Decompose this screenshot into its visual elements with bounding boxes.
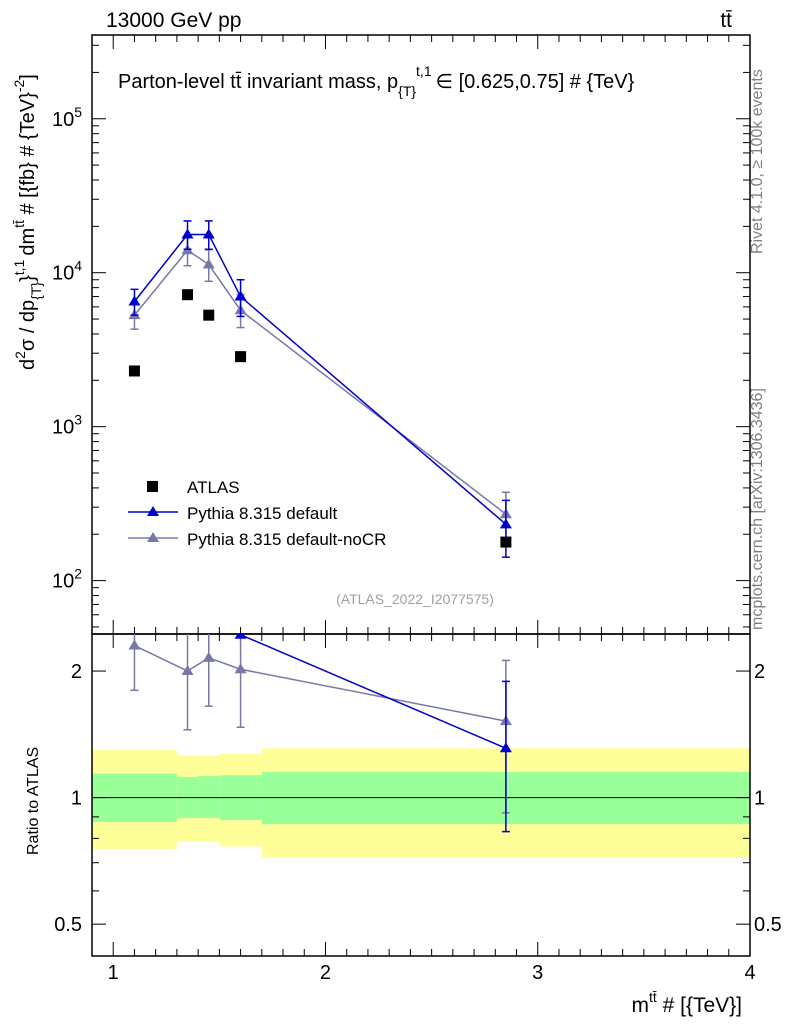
main-panel: 102 103 104 105 Parton-level tt̄ invariant … (11, 34, 751, 635)
ratio-series-clip (128, 634, 512, 833)
mc-data-point (202, 228, 215, 239)
mc-data-point (202, 258, 215, 269)
x-tick-label: 2 (320, 962, 331, 984)
legend-pythia-default-label: Pythia 8.315 default (187, 504, 338, 523)
ratio-data-point (499, 742, 512, 753)
legend-pythia-nocr-label: Pythia 8.315 default-noCR (187, 530, 386, 549)
mc-data-point (234, 290, 247, 301)
mc-data-point (499, 518, 512, 529)
ratio-band-inner (198, 776, 220, 818)
ratio-y-tick-label-right: 0.5 (754, 914, 782, 936)
header-process-label: tt̄ (720, 9, 732, 32)
ratio-data-point (234, 663, 247, 674)
legend: ATLAS Pythia 8.315 default Pythia 8.315 … (128, 478, 386, 549)
analysis-watermark: (ATLAS_2022_I2077575) (336, 591, 494, 607)
ratio-y-tick-label-right: 2 (754, 661, 765, 683)
main-y-axis-label: d2σ / dp{T}}t,1dmtt̄ # [{fb} # {TeV}-2] (11, 74, 44, 370)
atlas-data-point (182, 289, 194, 301)
legend-pythia-default-marker (147, 506, 159, 516)
header-collision-label: 13000 GeV pp (106, 9, 241, 32)
ratio-uncertainty-bands (91, 633, 751, 957)
main-y-tick-label: 104 (52, 258, 82, 285)
ratio-panel: 1 2 3 4 0.5 0.5 1 1 2 2 Ratio to ATLAS mtt̄ # [{T… (25, 633, 782, 1017)
mc-data-point (128, 295, 141, 306)
ratio-data-point (202, 651, 215, 662)
ratio-axis-ticks: 1 2 3 4 0.5 0.5 1 1 2 2 (54, 634, 782, 984)
ratio-data-point (128, 639, 141, 650)
main-y-tick-label: 103 (52, 412, 82, 439)
mc-data-point (181, 228, 194, 239)
x-tick-label: 4 (744, 962, 755, 984)
main-series-layer (128, 220, 512, 558)
ratio-series-layer (128, 634, 512, 833)
ratio-y-tick-label: 1 (71, 788, 82, 810)
legend-atlas-label: ATLAS (187, 478, 240, 497)
ratio-series-line (240, 634, 507, 749)
mcplots-reference-label: mcplots.cern.ch [arXiv:1306.3436] (749, 388, 766, 630)
main-y-tick-label: 102 (52, 566, 82, 593)
atlas-data-point (235, 351, 247, 363)
atlas-data-point (500, 536, 512, 548)
atlas-data-point (128, 365, 140, 377)
rivet-version-label: Rivet 4.1.0, ≥ 100k events (749, 69, 766, 254)
main-axis-ticks: 102 103 104 105 (52, 35, 751, 634)
x-tick-label: 3 (532, 962, 543, 984)
atlas-data-point (203, 309, 215, 321)
ratio-series-line (134, 644, 507, 722)
x-axis-label: mtt̄ # [{TeV}] (631, 989, 742, 1017)
ratio-y-tick-label: 0.5 (54, 914, 82, 936)
legend-atlas-marker (147, 481, 158, 492)
main-y-tick-label: 105 (52, 104, 82, 131)
ratio-data-point (234, 634, 247, 639)
ratio-frame (91, 633, 751, 957)
x-tick-label: 1 (108, 962, 119, 984)
ratio-y-tick-label-right: 1 (754, 788, 765, 810)
ratio-y-tick-label: 2 (71, 661, 82, 683)
ratio-data-point (181, 665, 194, 676)
ratio-y-axis-label: Ratio to ATLAS (25, 747, 42, 855)
main-title: Parton-level tt̄ invariant mass, p{T}t,1… (118, 63, 635, 99)
legend-pythia-nocr-marker (147, 532, 159, 542)
